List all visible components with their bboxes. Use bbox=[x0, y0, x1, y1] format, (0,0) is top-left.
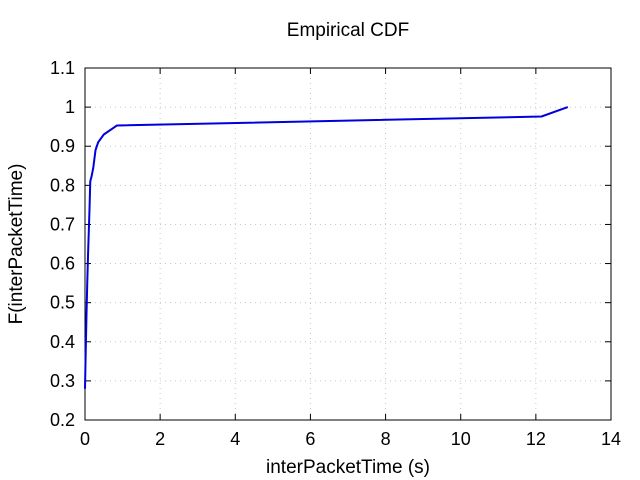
chart-title: Empirical CDF bbox=[287, 20, 409, 41]
series-layer bbox=[84, 106, 569, 389]
y-tick-label: 0.5 bbox=[50, 293, 75, 313]
y-tick-label: 0.6 bbox=[50, 254, 75, 274]
y-tick-label: 0.9 bbox=[50, 136, 75, 156]
tick-layer: 0 2 4 6 8 10 12 14 0.2 0.3 0.4 0.5 0.6 0.7 0.8 0.9 1 1.1 bbox=[50, 58, 621, 449]
plot-frame bbox=[84, 67, 612, 421]
x-tick-label: 14 bbox=[601, 429, 621, 449]
x-tick-label: 10 bbox=[451, 429, 471, 449]
x-tick-label: 12 bbox=[526, 429, 546, 449]
cdf-series-line bbox=[84, 106, 569, 389]
x-tick-label: 4 bbox=[230, 429, 240, 449]
x-tick-label: 8 bbox=[381, 429, 391, 449]
y-tick-label: 0.8 bbox=[50, 175, 75, 195]
y-tick-label: 0.4 bbox=[50, 332, 75, 352]
y-tick-label: 0.7 bbox=[50, 214, 75, 234]
y-tick-label: 0.3 bbox=[50, 371, 75, 391]
x-tick-label: 2 bbox=[155, 429, 165, 449]
x-tick-label: 0 bbox=[80, 429, 90, 449]
x-tick-label: 6 bbox=[305, 429, 315, 449]
grid-layer bbox=[85, 68, 611, 420]
y-tick-label: 0.2 bbox=[50, 410, 75, 430]
y-tick-label: 1 bbox=[65, 97, 75, 117]
y-axis-label: F(interPacketTime) bbox=[6, 164, 27, 325]
y-tick-label: 1.1 bbox=[50, 58, 75, 78]
x-axis-label: interPacketTime (s) bbox=[266, 457, 430, 478]
